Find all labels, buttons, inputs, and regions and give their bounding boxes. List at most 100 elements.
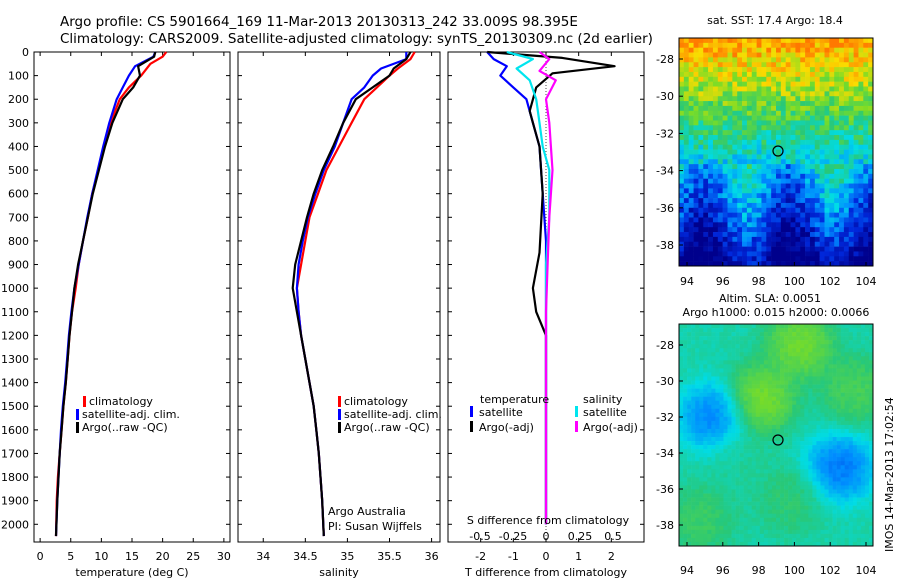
sst-cell: [732, 236, 738, 243]
sla-cell: [800, 360, 805, 365]
sst-cell: [703, 67, 709, 73]
sst-cell: [814, 62, 820, 68]
sla-cell: [784, 497, 789, 502]
sla-cell: [832, 340, 837, 345]
sla-cell: [763, 388, 769, 393]
sla-cell: [695, 465, 700, 470]
sla-cell: [695, 340, 700, 345]
sst-cell: [679, 207, 685, 213]
sla-cell: [683, 432, 688, 438]
sst-cell: [771, 125, 777, 131]
sla-cell: [820, 356, 825, 361]
sst-cell: [790, 198, 796, 204]
sst-cell: [858, 154, 864, 160]
sla-cell: [747, 408, 753, 414]
sla-cell: [715, 441, 720, 446]
sla-cell: [703, 501, 708, 506]
sla-cell: [715, 461, 720, 466]
sst-cell: [795, 236, 801, 243]
sst-cell: [853, 105, 859, 112]
sst-cell: [829, 115, 835, 121]
sla-cell: [719, 364, 724, 369]
sla-cell: [771, 420, 777, 426]
sst-cell: [790, 227, 796, 233]
sst-cell: [683, 76, 689, 82]
sla-cell: [751, 465, 757, 470]
sla-cell: [715, 360, 720, 365]
sla-cell: [820, 336, 825, 341]
sla-cell: [763, 376, 769, 381]
sla-cell: [780, 505, 785, 510]
sla-cell: [784, 529, 789, 535]
sla-cell: [719, 505, 724, 510]
sst-cell: [819, 76, 825, 82]
sla-cell: [727, 400, 732, 406]
sla-cell: [731, 404, 736, 410]
sla-cell: [856, 513, 862, 519]
sst-cell: [683, 101, 689, 107]
sst-cell: [703, 47, 709, 53]
sla-cell: [695, 392, 700, 397]
sst-cell: [737, 149, 743, 155]
sla-cell: [820, 344, 825, 349]
sla-cell: [699, 461, 704, 466]
sst-cell: [839, 76, 845, 82]
sst-cell: [824, 256, 830, 262]
sst-cell: [732, 144, 738, 150]
sla-cell: [691, 416, 696, 422]
sst-cell: [839, 256, 845, 262]
sla-cell: [816, 489, 821, 494]
sst-cell: [819, 232, 825, 238]
sla-cell: [836, 533, 841, 539]
sla-cell: [840, 453, 846, 458]
sla-cell: [751, 336, 757, 341]
sst-cell: [727, 168, 733, 175]
sla-cell: [759, 336, 765, 341]
sst-cell: [751, 212, 757, 218]
sst-cell: [746, 232, 753, 238]
sst-cell: [679, 57, 685, 63]
sla-cell: [691, 392, 696, 397]
sla-cell: [707, 396, 712, 401]
sla-cell: [731, 437, 736, 442]
sla-cell: [800, 465, 805, 470]
sst-cell: [839, 101, 845, 107]
sla-cell: [731, 384, 736, 389]
sla-cell: [852, 348, 858, 353]
sst-cell: [761, 52, 767, 58]
sla-cell: [759, 497, 765, 502]
sst-cell: [853, 135, 859, 141]
sla-cell: [844, 412, 850, 418]
sla-cell: [836, 376, 841, 381]
sst-cell: [790, 154, 796, 160]
sst-cell: [785, 105, 791, 112]
sla-cell: [808, 352, 813, 357]
sla-cell: [780, 356, 785, 361]
sst-cell: [679, 159, 685, 165]
sla-cell: [796, 372, 801, 377]
sla-cell: [763, 356, 769, 361]
legend-title-salinity: salinity: [583, 393, 623, 406]
sla-cell: [771, 344, 777, 349]
sst-cell: [809, 71, 816, 78]
sla-cell: [780, 449, 785, 454]
sst-cell: [829, 217, 835, 223]
sla-cell: [691, 537, 696, 543]
sla-cell: [727, 356, 732, 361]
sla-cell: [804, 457, 809, 462]
x-tick-label: 1: [575, 550, 582, 563]
sst-cell: [809, 81, 816, 87]
sla-cell: [812, 348, 817, 353]
sla-cell: [860, 513, 866, 519]
sla-cell: [699, 453, 704, 458]
sla-cell: [723, 529, 728, 535]
sla-cell: [759, 328, 765, 333]
sla-cell: [727, 420, 732, 426]
sst-cell: [756, 178, 762, 184]
sst-cell: [824, 115, 830, 121]
sst-cell: [776, 120, 782, 126]
sla-cell: [699, 513, 704, 519]
sla-cell: [771, 477, 777, 482]
sst-cell: [712, 96, 719, 102]
sla-cell: [844, 445, 850, 450]
